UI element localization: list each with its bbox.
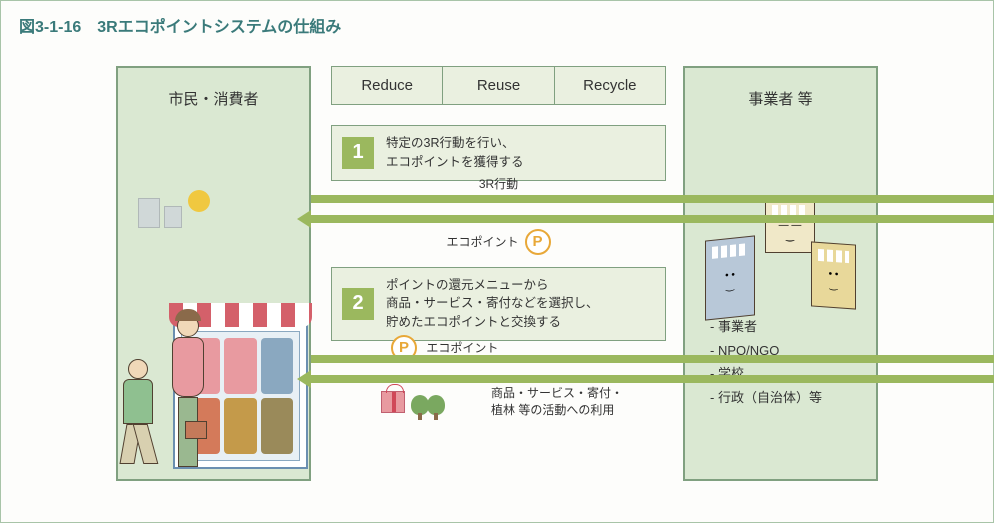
trees-icon bbox=[411, 389, 449, 415]
left-panel-title: 市民・消費者 bbox=[118, 88, 309, 109]
step-number: 1 bbox=[342, 137, 374, 169]
left-panel: 市民・消費者 bbox=[116, 66, 311, 481]
rrr-header: Reduce Reuse Recycle bbox=[331, 66, 666, 105]
step-2: 2 ポイントの還元メニューから商品・サービス・寄付などを選択し、貯めたエコポイン… bbox=[331, 267, 666, 341]
step-1: 1 特定の3R行動を行い、エコポイントを獲得する bbox=[331, 125, 666, 181]
arrow-label: 3R行動 bbox=[331, 175, 666, 192]
right-panel: 事業者 等 • •‿ — —‿ • •‿ 事業者 NPO/NGO 学校 行政（自… bbox=[683, 66, 878, 481]
diagram-area: 市民・消費者 bbox=[1, 51, 993, 522]
rrr-cell: Recycle bbox=[555, 67, 665, 104]
rrr-cell: Reuse bbox=[443, 67, 554, 104]
building-icon: — —‿ bbox=[765, 198, 815, 253]
step-number: 2 bbox=[342, 288, 374, 320]
arrow-left-icon bbox=[311, 215, 994, 223]
center-column: Reduce Reuse Recycle 1 特定の3R行動を行い、エコポイント… bbox=[331, 66, 666, 397]
figure-container: 図3-1-16 3Rエコポイントシステムの仕組み 市民・消費者 bbox=[0, 0, 994, 523]
building-icon: • •‿ bbox=[811, 241, 856, 309]
arrow-label: エコポイント P bbox=[331, 229, 666, 255]
step-text: 特定の3R行動を行い、エコポイントを獲得する bbox=[386, 134, 524, 172]
arrow-pair-2: P エコポイント 商品・サービス・寄付・植林 等の活動への利用 bbox=[331, 347, 666, 397]
arrow-right-icon bbox=[311, 195, 994, 203]
right-panel-title: 事業者 等 bbox=[685, 88, 876, 109]
arrow-right-icon bbox=[311, 355, 994, 363]
arrow-label-text: 商品・サービス・寄付・植林 等の活動への利用 bbox=[491, 385, 623, 419]
point-badge-icon: P bbox=[525, 229, 551, 255]
person-running-icon bbox=[113, 359, 163, 469]
figure-title: 図3-1-16 3Rエコポイントシステムの仕組み bbox=[1, 1, 993, 49]
building-icon: • •‿ bbox=[705, 235, 755, 320]
step-text: ポイントの還元メニューから商品・サービス・寄付などを選択し、貯めたエコポイントと… bbox=[386, 276, 599, 332]
gift-icon bbox=[381, 391, 405, 413]
list-item: 行政（自治体）等 bbox=[710, 386, 822, 409]
arrow-pair-1: 3R行動 エコポイント P bbox=[331, 187, 666, 237]
arrow-left-icon bbox=[311, 375, 994, 383]
list-item: 事業者 bbox=[710, 315, 822, 338]
skyline-icon bbox=[138, 188, 238, 228]
person-shopping-icon bbox=[163, 309, 213, 469]
sun-icon bbox=[188, 190, 210, 212]
rrr-cell: Reduce bbox=[332, 67, 443, 104]
briefcase-icon bbox=[185, 421, 207, 439]
citizens-illustration bbox=[128, 188, 299, 469]
